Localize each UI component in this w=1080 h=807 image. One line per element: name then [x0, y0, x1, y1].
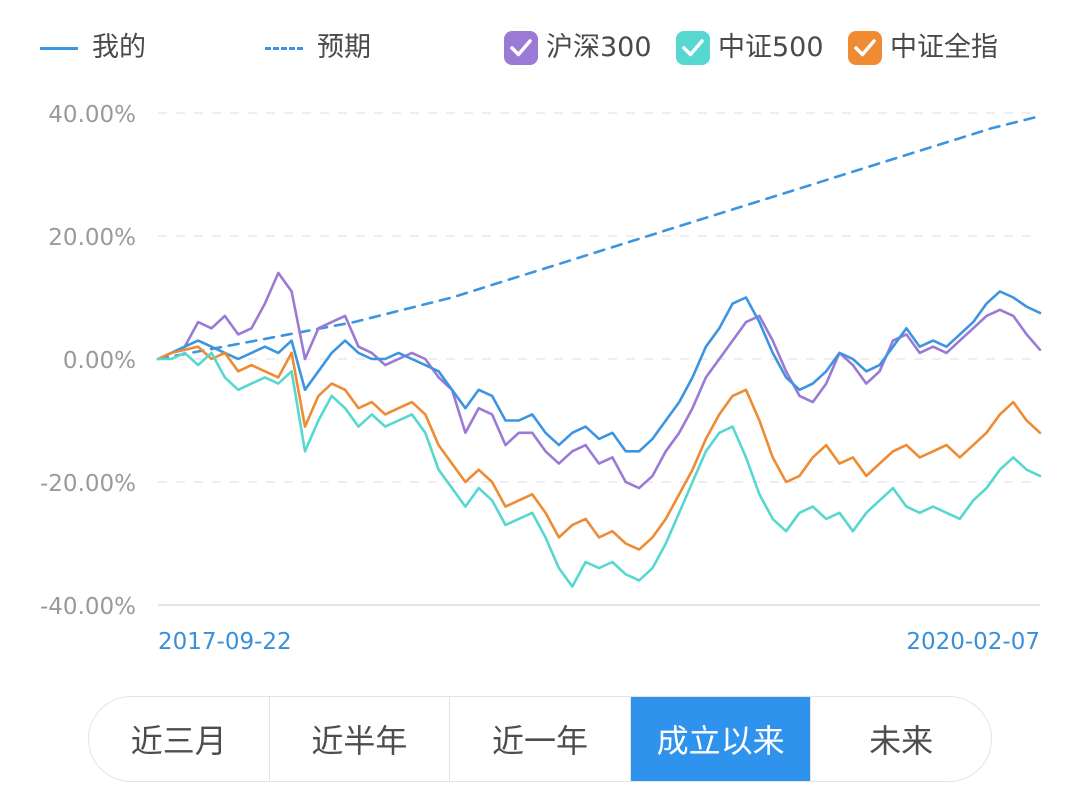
y-tick-label: -40.00%	[40, 594, 136, 620]
return-chart-svg: 40.00% 20.00% 0.00% -20.00% -40.00% 2017-09-2…	[40, 102, 1042, 655]
y-tick-label: 20.00%	[48, 225, 136, 251]
x-end-label: 2020-02-07	[906, 629, 1040, 655]
tab-0[interactable]: 近三月	[89, 697, 270, 781]
legend-expected[interactable]: 预期	[265, 28, 371, 68]
tab-4[interactable]: 未来	[869, 722, 934, 760]
check-icon[interactable]	[848, 31, 882, 65]
series-line-expected	[156, 114, 1042, 361]
legend-hs300[interactable]: 沪深300	[504, 28, 652, 68]
tab-1[interactable]: 近半年	[270, 697, 451, 781]
legend-zz500-label: 中证500	[718, 32, 824, 63]
legend-mine-line	[40, 46, 78, 50]
tab-3[interactable]: 成立以来	[630, 697, 812, 781]
y-tick-label: 40.00%	[48, 102, 136, 128]
legend-mine-label: 我的	[92, 32, 146, 63]
legend-expected-label: 预期	[317, 32, 371, 63]
x-start-label: 2017-09-22	[158, 629, 292, 655]
check-icon[interactable]	[504, 31, 538, 65]
y-tick-label: 0.00%	[63, 348, 136, 374]
legend-hs300-label: 沪深300	[546, 32, 652, 63]
y-tick-label: -20.00%	[40, 471, 136, 497]
legend-zzqz-label: 中证全指	[890, 32, 998, 63]
legend-expected-line	[265, 46, 303, 50]
series-line-hs300	[156, 271, 1042, 490]
legend-zzqz[interactable]: 中证全指	[848, 28, 998, 68]
check-icon[interactable]	[676, 31, 710, 65]
chart-legend: 我的 预期 沪深300 中证500 中证全指	[0, 0, 1080, 95]
legend-mine[interactable]: 我的	[40, 28, 146, 68]
tab-2[interactable]: 近一年	[450, 697, 631, 781]
series-line-mine	[156, 290, 1042, 453]
series-line-zzqz	[156, 345, 1042, 551]
series-line-zz500	[156, 351, 1042, 588]
return-chart: 40.00% 20.00% 0.00% -20.00% -40.00% 2017-09-2…	[0, 95, 1080, 675]
legend-zz500[interactable]: 中证500	[676, 28, 824, 68]
time-range-tabs: 近三月 近半年 近一年 成立以来 未来	[88, 696, 992, 782]
